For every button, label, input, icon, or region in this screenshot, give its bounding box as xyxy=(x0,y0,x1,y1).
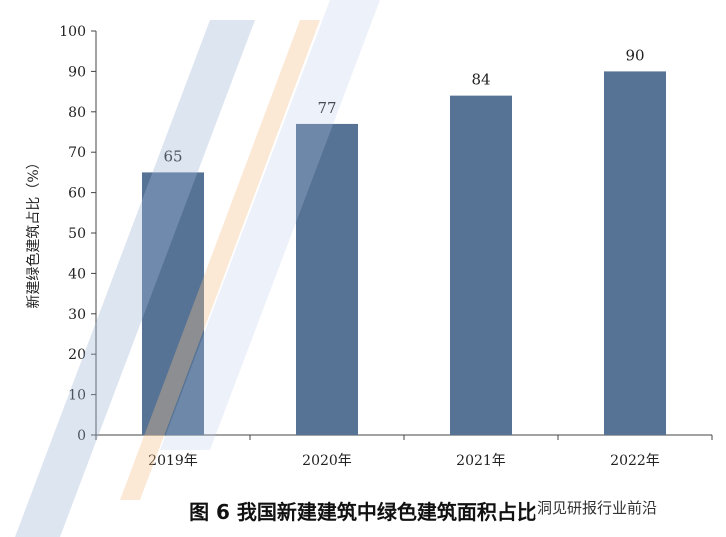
y-tick-label: 20 xyxy=(68,347,86,363)
y-tick-label: 100 xyxy=(59,24,86,40)
chart-labels: 65 2019年 77 2020年 84 2021年 90 2022年 xyxy=(148,46,660,469)
x-tick-label: 2021年 xyxy=(456,453,506,469)
y-tick-label: 70 xyxy=(68,145,86,161)
figure-caption: 图 6 我国新建建筑中绿色建筑面积占比 xyxy=(189,500,537,524)
bar xyxy=(142,172,204,435)
chart-axes: 0 10 20 30 40 50 60 70 80 90 100 xyxy=(59,24,713,444)
y-tick-label: 10 xyxy=(68,388,86,404)
x-tick-label: 2022年 xyxy=(610,453,660,469)
data-label: 84 xyxy=(471,71,490,89)
source-watermark-text: 洞见研报行业前沿 xyxy=(535,497,660,518)
bar xyxy=(296,123,358,436)
data-label: 90 xyxy=(625,46,644,64)
data-label: 65 xyxy=(163,147,182,165)
chart-bars xyxy=(142,71,666,436)
y-tick-label: 60 xyxy=(68,186,86,202)
bar xyxy=(604,71,666,436)
y-tick-label: 80 xyxy=(68,105,86,121)
y-tick-label: 40 xyxy=(68,266,86,282)
data-label: 77 xyxy=(317,99,336,117)
bar xyxy=(450,95,512,435)
y-tick-label: 30 xyxy=(68,307,86,323)
x-tick-label: 2020年 xyxy=(302,453,352,469)
x-tick-label: 2019年 xyxy=(148,453,198,469)
y-tick-label: 50 xyxy=(68,226,86,242)
y-tick-label: 90 xyxy=(68,64,86,80)
y-tick-label: 0 xyxy=(77,428,86,444)
y-axis-label: 新建绿色建筑占比（%） xyxy=(25,155,42,308)
